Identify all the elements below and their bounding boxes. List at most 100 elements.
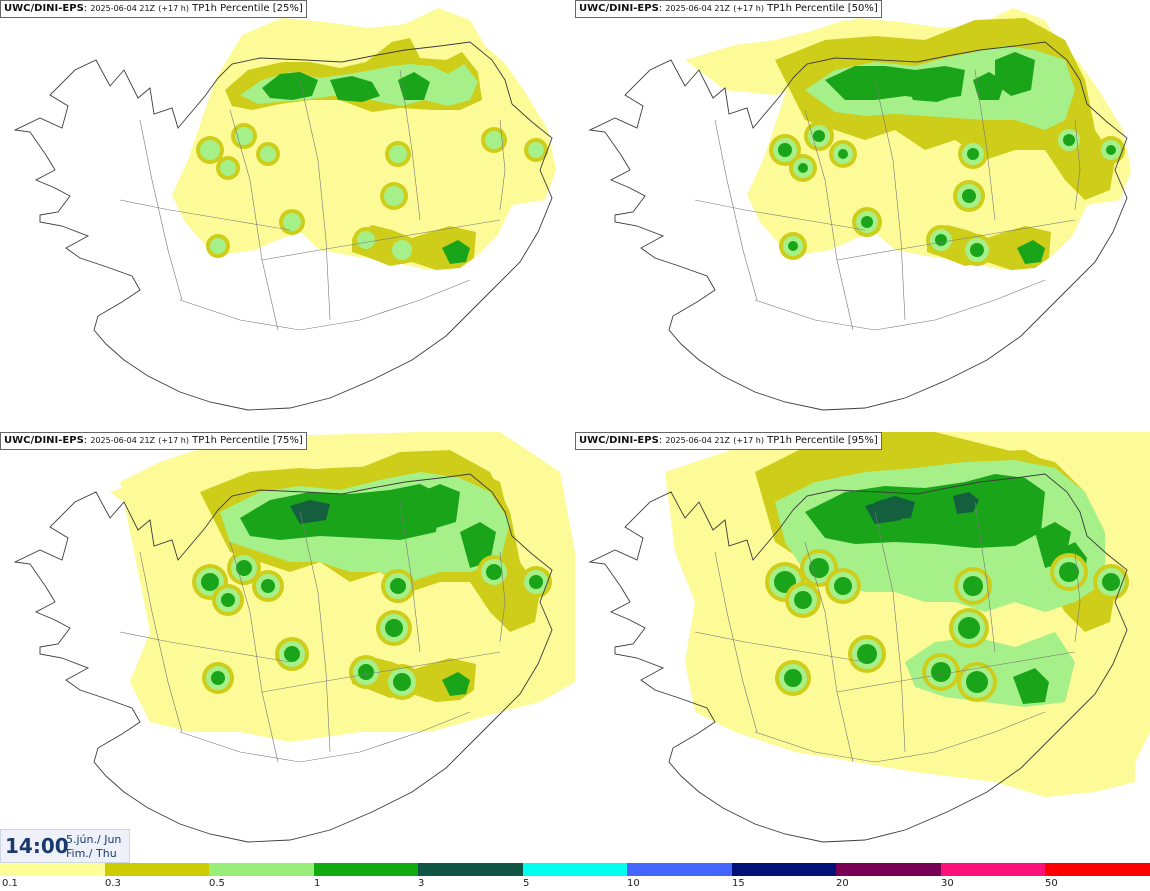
precip-cell-core [1106, 145, 1116, 155]
precip-dark-green-area [875, 496, 915, 520]
road-line [874, 511, 906, 753]
road-line [399, 501, 421, 653]
precip-green-area [442, 240, 470, 264]
model-name: UWC/DINI-EPS [579, 3, 659, 14]
precipitation-map [13, 432, 575, 843]
lead-time: (+17 h) [733, 4, 764, 13]
road-line [261, 651, 501, 693]
legend-swatch [836, 863, 941, 876]
road-line [139, 551, 183, 733]
legend-tick-label: 15 [732, 878, 745, 889]
model-name: UWC/DINI-EPS [4, 3, 84, 14]
legend-tick-label: 20 [836, 878, 849, 889]
road-line [694, 631, 866, 663]
precip-cell-mid [200, 140, 220, 160]
precip-cell-core [958, 617, 980, 639]
precipitation-map [588, 8, 1131, 411]
iceland-coastline [13, 473, 553, 843]
percentile-label: [95%] [847, 435, 878, 446]
legend-tick-label: 3 [418, 878, 425, 889]
field-name: TP1h Percentile [767, 435, 845, 446]
legend-tick-label: 0.1 [2, 878, 18, 889]
precip-cell-core [788, 241, 798, 251]
legend-swatch [940, 863, 1046, 876]
lead-time: (+17 h) [158, 4, 189, 13]
road-line [499, 551, 506, 643]
road-line [229, 541, 279, 763]
road-line [836, 651, 1076, 693]
iceland-coastline [13, 41, 553, 411]
precip-cell-core [211, 671, 225, 685]
model-name: UWC/DINI-EPS [4, 435, 84, 446]
precip-cell-core [261, 579, 275, 593]
precip-cell-core [962, 189, 976, 203]
road-line [399, 69, 421, 221]
precip-cell-core [201, 573, 219, 591]
precip-cell-mid [384, 186, 404, 206]
precip-cell-core [931, 662, 951, 682]
run-time: 2025-06-04 21Z [665, 436, 731, 445]
precip-green-area [1017, 240, 1045, 264]
precip-dark-green-area [953, 492, 979, 514]
road-line [119, 631, 291, 663]
precip-cell-mid [392, 240, 412, 260]
road-line [714, 551, 758, 733]
precip-cell-mid [283, 213, 301, 231]
valid-time: 14:00 [5, 834, 69, 858]
precip-green-area [398, 72, 430, 100]
precip-cell-core [857, 644, 877, 664]
precip-green-area [805, 474, 1045, 548]
precip-cell-core [1059, 562, 1079, 582]
legend-tick-label: 0.5 [209, 878, 225, 889]
road-line [836, 219, 1076, 261]
precip-cell-core [1063, 134, 1075, 146]
legend-swatch [209, 863, 314, 876]
field-name: TP1h Percentile [767, 3, 845, 14]
precip-green-area [1013, 668, 1049, 704]
run-time: 2025-06-04 21Z [90, 4, 156, 13]
legend-swatch [104, 863, 210, 876]
road-line [299, 79, 331, 321]
percentile-label: [50%] [847, 3, 878, 14]
legend-swatch [313, 863, 419, 876]
legend-swatch [731, 863, 837, 876]
precip-cell-core [390, 578, 406, 594]
road-line [229, 109, 279, 331]
road-line [974, 501, 996, 653]
road-line [804, 541, 854, 763]
color-legend: 0.1 0.3 0.5 1 3 5 10 15 20 30 50 [0, 863, 1150, 891]
panel-title: UWC/DINI-EPS: 2025-06-04 21Z (+17 h) TP1… [575, 432, 882, 450]
precip-cell-core [486, 564, 502, 580]
road-line [299, 511, 331, 753]
precip-cell-core [393, 673, 411, 691]
precip-cell-core [813, 130, 825, 142]
precip-cell-mid [485, 131, 503, 149]
precipitation-map [13, 8, 556, 411]
legend-color-bar [0, 863, 1150, 876]
lead-time: (+17 h) [733, 436, 764, 445]
legend-swatch [1045, 863, 1150, 876]
precip-green-area [330, 76, 380, 102]
road-line [714, 119, 758, 301]
legend-tick-label: 0.3 [105, 878, 121, 889]
run-time: 2025-06-04 21Z [665, 4, 731, 13]
precip-green-area [995, 52, 1035, 96]
road-line [974, 69, 996, 221]
field-name: TP1h Percentile [192, 3, 270, 14]
map-panel-25: UWC/DINI-EPS: 2025-06-04 21Z (+17 h) TP1… [0, 0, 575, 432]
percentile-label: [25%] [272, 3, 303, 14]
road-line [1074, 119, 1081, 211]
precip-cell-core [794, 591, 812, 609]
precip-cell-core [861, 216, 873, 228]
precip-green-area [262, 72, 318, 100]
map-panel-95: UWC/DINI-EPS: 2025-06-04 21Z (+17 h) TP1… [575, 432, 1150, 864]
road-line [754, 279, 1046, 331]
precip-green-area [460, 522, 496, 568]
precip-cell-core [935, 234, 947, 246]
panel-title: UWC/DINI-EPS: 2025-06-04 21Z (+17 h) TP1… [575, 0, 882, 18]
precip-cell-core [221, 593, 235, 607]
precip-cell-mid [528, 142, 544, 158]
legend-swatch [418, 863, 523, 876]
precip-cell-core [784, 669, 802, 687]
precip-cell-core [529, 575, 543, 589]
